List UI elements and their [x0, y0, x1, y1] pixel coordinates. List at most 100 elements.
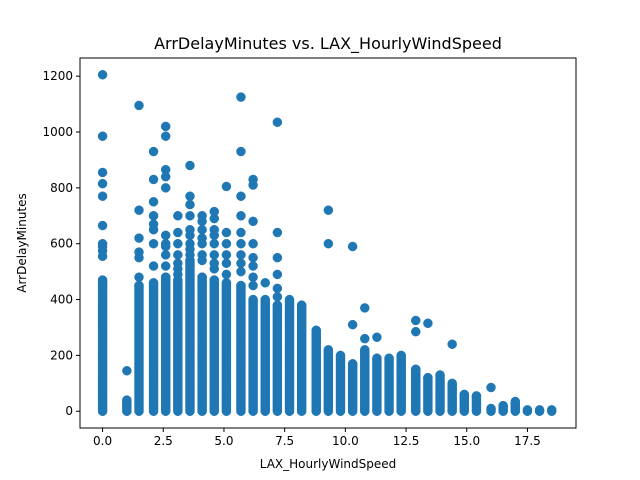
data-point — [134, 280, 144, 291]
data-point — [486, 403, 496, 414]
data-point — [160, 272, 171, 282]
x-tick-label: 15.0 — [453, 434, 480, 448]
data-point — [435, 370, 445, 380]
data-point — [134, 100, 144, 111]
data-point — [148, 224, 159, 235]
data-point — [447, 378, 457, 389]
data-point — [546, 405, 557, 415]
x-axis: 0.0 2.5 5.0 7.5 10.0 12.5 15.0 17.5 — [93, 428, 541, 448]
data-point — [185, 230, 195, 241]
data-point — [148, 261, 159, 271]
data-point — [272, 227, 283, 238]
data-point — [160, 171, 171, 182]
data-point — [335, 350, 346, 361]
data-point — [197, 216, 207, 227]
data-point — [534, 405, 545, 415]
data-point — [173, 227, 183, 238]
data-point — [248, 238, 258, 249]
data-point — [498, 400, 508, 411]
data-point — [384, 353, 394, 363]
data-point — [97, 275, 108, 285]
data-point — [97, 131, 108, 141]
data-point — [148, 174, 159, 185]
x-tick-label: 10.0 — [332, 434, 359, 448]
data-point — [236, 250, 246, 260]
data-point — [284, 294, 295, 305]
data-point — [209, 264, 220, 274]
data-point — [134, 252, 144, 263]
data-point — [347, 359, 358, 369]
data-point — [311, 325, 321, 336]
data-point — [97, 178, 108, 189]
data-point — [148, 146, 159, 157]
y-tick-label: 1200 — [42, 69, 73, 83]
data-point — [148, 278, 159, 288]
data-point — [221, 227, 232, 238]
data-point — [97, 251, 108, 262]
data-point — [360, 333, 370, 344]
data-point — [372, 332, 382, 342]
y-axis: 0 200 400 600 800 1000 1200 — [42, 69, 80, 418]
data-point — [396, 350, 406, 361]
data-point — [160, 183, 171, 193]
data-point — [148, 238, 159, 249]
data-point — [260, 278, 270, 288]
y-tick-label: 0 — [65, 404, 73, 418]
data-point — [423, 372, 433, 383]
chart-title: ArrDelayMinutes vs. LAX_HourlyWindSpeed — [154, 34, 502, 54]
data-point — [134, 205, 144, 215]
data-point — [272, 117, 283, 127]
data-point — [248, 294, 258, 305]
data-point — [173, 269, 183, 280]
data-point — [236, 227, 246, 238]
data-point — [160, 250, 171, 260]
data-point — [236, 266, 246, 277]
y-tick-label: 600 — [50, 237, 73, 251]
data-point — [323, 345, 334, 355]
data-point — [209, 250, 220, 260]
data-point — [221, 258, 232, 268]
data-point — [236, 191, 246, 201]
data-point — [185, 191, 195, 201]
data-point — [173, 250, 183, 260]
data-point — [197, 238, 207, 249]
data-point — [260, 294, 270, 305]
data-point — [411, 364, 421, 375]
data-point — [248, 261, 258, 271]
data-point — [97, 191, 108, 201]
data-point — [296, 300, 307, 310]
data-point — [248, 272, 258, 282]
y-tick-label: 800 — [50, 181, 73, 195]
data-point — [97, 70, 108, 80]
plot-frame — [79, 57, 577, 429]
data-point — [248, 180, 258, 190]
x-tick-label: 7.5 — [275, 434, 294, 448]
data-point — [97, 167, 108, 178]
data-point — [221, 269, 232, 280]
data-point — [236, 238, 246, 249]
data-point — [209, 230, 220, 241]
data-point — [122, 366, 132, 376]
data-point — [160, 131, 171, 141]
data-point — [272, 300, 283, 310]
data-point — [209, 238, 220, 249]
data-point — [209, 213, 220, 224]
data-point — [236, 211, 246, 221]
data-point — [347, 241, 358, 252]
data-point — [360, 303, 370, 313]
x-axis-label: LAX_HourlyWindSpeed — [260, 457, 397, 471]
data-point — [522, 405, 533, 415]
data-point — [160, 241, 171, 252]
data-point — [423, 318, 433, 329]
data-point — [236, 92, 246, 102]
data-point — [248, 216, 258, 227]
data-point — [272, 283, 283, 294]
data-point — [347, 319, 358, 330]
data-point — [411, 315, 421, 326]
x-tick-label: 5.0 — [214, 434, 233, 448]
data-point — [122, 395, 132, 405]
data-point — [185, 199, 195, 210]
data-point — [197, 224, 207, 235]
data-point — [173, 238, 183, 249]
